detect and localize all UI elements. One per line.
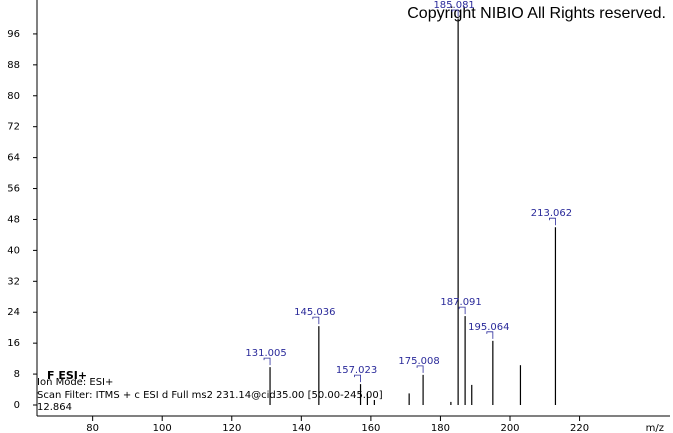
copyright: Copyright NIBIO All Rights reserved. xyxy=(407,5,666,22)
peak-label: 175.008 xyxy=(398,356,439,367)
peak-label-bracket xyxy=(263,357,271,366)
peak-label-bracket xyxy=(451,9,459,17)
retention-time: 12.864 xyxy=(37,402,72,413)
y-tick-label: 96 xyxy=(7,29,20,40)
x-tick-label: 100 xyxy=(153,423,172,433)
peak-label-bracket xyxy=(354,374,361,383)
y-tick-label: 64 xyxy=(7,153,20,164)
peak-label: 195.064 xyxy=(468,322,509,333)
x-tick-label: 80 xyxy=(86,423,99,433)
x-tick-label: 200 xyxy=(500,423,519,433)
x-tick-label: 120 xyxy=(222,423,241,433)
peak-label: 157.023 xyxy=(336,365,377,376)
y-tick-label: 80 xyxy=(7,91,20,102)
peak-label: 187.091 xyxy=(440,297,481,308)
y-tick-label: 56 xyxy=(7,184,20,195)
peak-label-bracket xyxy=(486,331,494,339)
y-tick-label: 24 xyxy=(7,307,20,318)
y-tick-label: 72 xyxy=(7,122,20,133)
y-tick-label: 48 xyxy=(7,214,20,225)
peak-label: 145.036 xyxy=(294,307,335,318)
y-tick-label: 0 xyxy=(14,400,20,411)
y-tick-label: 40 xyxy=(7,245,20,256)
y-tick-label: 32 xyxy=(7,276,20,287)
y-tick-label: 88 xyxy=(7,60,20,71)
scan-label: F ESI+ xyxy=(47,369,87,382)
y-tick-label: 8 xyxy=(14,369,20,380)
peak-label: 213.062 xyxy=(531,208,572,219)
scan-filter: Scan Filter: ITMS + c ESI d Full ms2 231… xyxy=(37,390,383,401)
peak-label-bracket xyxy=(458,306,466,315)
peak-label-bracket xyxy=(312,316,320,325)
x-tick-label: 180 xyxy=(431,423,450,433)
x-tick-label: 220 xyxy=(570,423,589,433)
x-axis-label: m/z xyxy=(646,423,664,433)
y-tick-label: 16 xyxy=(7,338,20,349)
peak-label: 185.081 xyxy=(433,0,474,11)
peak-label-bracket xyxy=(416,365,424,373)
x-tick-label: 160 xyxy=(361,423,380,433)
peak-label-bracket xyxy=(549,217,556,226)
ion-mode: Ion Mode: ESI+ xyxy=(37,377,113,388)
x-tick-label: 140 xyxy=(292,423,311,433)
peak-label: 131.005 xyxy=(245,348,286,359)
